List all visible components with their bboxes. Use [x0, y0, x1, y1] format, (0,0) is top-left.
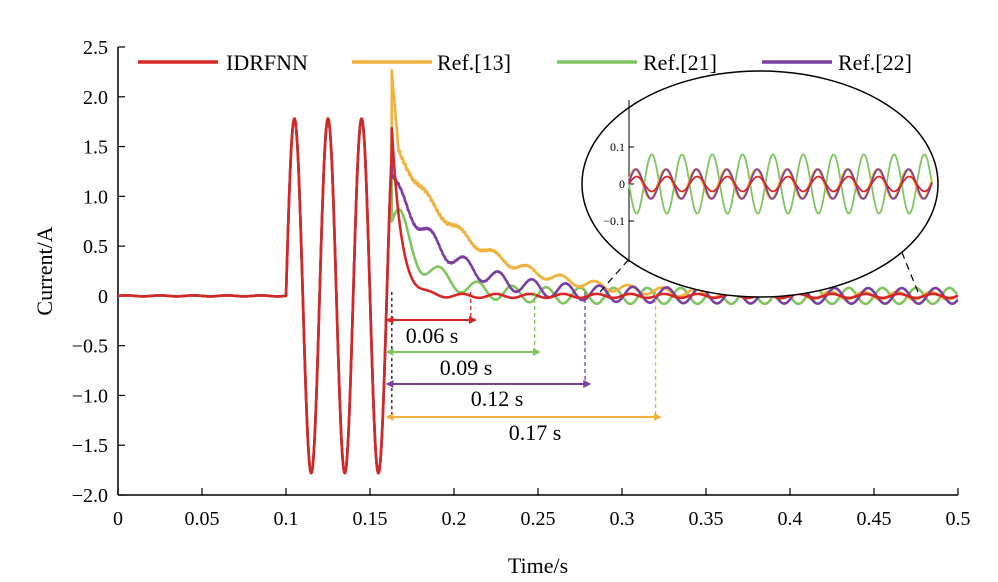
x-tick-label: 0 [113, 508, 123, 530]
legend-item-ref21: Ref.[21] [557, 50, 717, 75]
y-tick-label: 1.5 [83, 137, 108, 159]
series-line-idrfnn [118, 117, 958, 475]
y-ticks: 2.5 2.0 1.5 1.0 0.5 0 −0.5 −1.0 −1.5 −2.0 [72, 37, 125, 507]
annotation-label: 0.06 s [406, 323, 459, 348]
y-tick-label: −1.0 [72, 385, 108, 407]
x-tick-label: 0.25 [521, 508, 556, 530]
y-axis-title: Current/A [32, 226, 57, 315]
y-tick-label: −1.5 [72, 435, 108, 457]
inset-tick-label: 0 [619, 177, 625, 191]
y-tick-label: 2.5 [83, 37, 108, 59]
inset-line-idrfnn [628, 175, 933, 193]
x-axis-title: Time/s [508, 553, 568, 578]
x-tick-label: 0.45 [857, 508, 892, 530]
legend-item-ref13: Ref.[13] [352, 50, 511, 75]
legend-label-idrfnn: IDRFNN [226, 50, 308, 75]
legend-item-idrfnn: IDRFNN [138, 50, 308, 75]
legend: IDRFNN Ref.[13] Ref.[21] Ref.[22] [138, 50, 912, 75]
annotation-label: 0.12 s [471, 386, 524, 411]
y-tick-label: 1.0 [83, 186, 108, 208]
legend-label-ref13: Ref.[13] [437, 50, 511, 75]
inset-ticks: 0.1 0 −0.1 [603, 140, 634, 228]
x-tick-label: 0.3 [610, 508, 635, 530]
x-tick-label: 0.1 [274, 508, 299, 530]
x-tick-label: 0.4 [778, 508, 803, 530]
y-tick-label: 0.5 [83, 236, 108, 258]
x-ticks: 0 0.05 0.1 0.15 0.2 0.25 0.3 0.35 0.4 0.45 0.5 [113, 488, 971, 530]
inset: 0.1 0 −0.1 [581, 70, 939, 298]
x-tick-label: 0.5 [946, 508, 971, 530]
legend-label-ref21: Ref.[21] [643, 50, 717, 75]
legend-item-ref22: Ref.[22] [762, 50, 912, 75]
y-tick-label: −2.0 [72, 485, 108, 507]
annotation-label: 0.09 s [440, 355, 493, 380]
inset-connector-left [599, 257, 631, 293]
x-tick-label: 0.05 [185, 508, 220, 530]
x-tick-label: 0.2 [442, 508, 467, 530]
y-tick-label: 0 [98, 286, 108, 308]
y-tick-label: −0.5 [72, 336, 108, 358]
inset-tick-label: 0.1 [610, 140, 625, 154]
inset-tick-label: −0.1 [603, 214, 625, 228]
y-tick-label: 2.0 [83, 87, 108, 109]
x-tick-label: 0.15 [353, 508, 388, 530]
inset-lines [628, 153, 933, 215]
annotations: 0.06 s 0.09 s 0.12 s 0.17 s [385, 292, 662, 445]
annotation-label: 0.17 s [509, 420, 562, 445]
x-tick-label: 0.35 [689, 508, 724, 530]
legend-label-ref22: Ref.[22] [838, 50, 912, 75]
inset-ellipse [581, 70, 939, 298]
